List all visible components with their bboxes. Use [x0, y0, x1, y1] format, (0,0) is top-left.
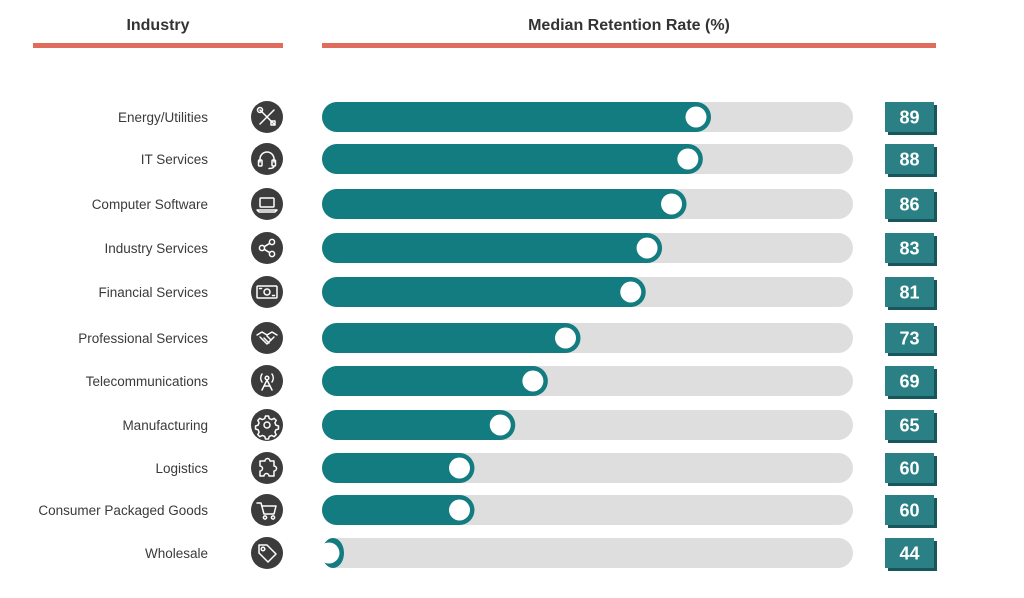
gear-icon — [254, 415, 280, 440]
tag-icon — [258, 544, 277, 563]
industry-label-energy-utilities: Energy/Utilities — [118, 110, 208, 125]
bar-knob-logistics — [448, 457, 470, 479]
bar-knob-wholesale — [318, 542, 340, 564]
icon-circle-logistics — [251, 452, 283, 484]
bar-knob-energy-utilities — [685, 106, 707, 128]
icon-circle-professional-services — [251, 322, 283, 354]
value-label-professional-services: 73 — [899, 329, 919, 349]
value-label-logistics: 60 — [899, 459, 919, 479]
value-box-professional-services — [885, 323, 934, 353]
icon-circle-financial-services — [251, 276, 283, 308]
value-label-manufacturing: 65 — [899, 416, 919, 436]
rate-header-rule — [322, 43, 936, 48]
industry-label-telecommunications: Telecommunications — [86, 374, 209, 389]
bar-fill-manufacturing — [322, 410, 516, 440]
industry-label-computer-software: Computer Software — [92, 197, 208, 212]
bar-knob-computer-software — [661, 193, 683, 215]
icon-circle-manufacturing — [251, 409, 283, 441]
cash-icon — [256, 285, 278, 299]
industry-label-professional-services: Professional Services — [78, 331, 208, 346]
value-box-it-services — [885, 144, 934, 174]
bar-fill-logistics — [322, 453, 475, 483]
bar-fill-energy-utilities — [322, 102, 711, 132]
bar-knob-it-services — [677, 148, 699, 170]
icon-circle-industry-services — [251, 232, 283, 264]
value-box-computer-software — [885, 189, 934, 219]
icon-circle-it-services — [251, 143, 283, 175]
value-box-manufacturing — [885, 410, 934, 440]
handshake-icon — [256, 331, 278, 345]
bar-fill-consumer-packaged-goods — [322, 495, 475, 525]
industry-label-logistics: Logistics — [155, 461, 208, 476]
industry-label-industry-services: Industry Services — [104, 241, 208, 256]
industry-label-wholesale: Wholesale — [145, 546, 208, 561]
icon-circle-computer-software — [251, 188, 283, 220]
bar-fill-it-services — [322, 144, 703, 174]
rate-column-header: Median Retention Rate (%) — [528, 17, 730, 34]
value-label-energy-utilities: 89 — [899, 108, 919, 128]
bar-knob-professional-services — [555, 327, 577, 349]
share-icon — [258, 238, 276, 258]
value-label-wholesale: 44 — [899, 544, 919, 564]
industry-label-financial-services: Financial Services — [98, 285, 208, 300]
value-box-consumer-packaged-goods — [885, 495, 934, 525]
cart-icon — [256, 502, 277, 520]
value-box-wholesale — [885, 538, 934, 568]
industry-label-manufacturing: Manufacturing — [122, 418, 208, 433]
puzzle-icon — [259, 457, 278, 477]
icon-circle-consumer-packaged-goods — [251, 494, 283, 526]
tools-icon — [256, 106, 276, 126]
bar-knob-consumer-packaged-goods — [448, 499, 470, 521]
bar-knob-manufacturing — [489, 414, 511, 436]
value-box-telecommunications — [885, 366, 934, 396]
bar-knob-financial-services — [620, 281, 642, 303]
industry-column-header: Industry — [126, 17, 190, 34]
bar-fill-telecommunications — [322, 366, 548, 396]
bar-knob-industry-services — [636, 237, 658, 259]
value-label-telecommunications: 69 — [899, 372, 919, 392]
bar-fill-computer-software — [322, 189, 687, 219]
value-label-financial-services: 81 — [899, 283, 919, 303]
value-box-industry-services — [885, 233, 934, 263]
value-label-computer-software: 86 — [899, 195, 919, 215]
bar-knob-telecommunications — [522, 370, 544, 392]
value-box-logistics — [885, 453, 934, 483]
headset-icon — [257, 151, 277, 170]
bar-fill-financial-services — [322, 277, 646, 307]
icon-circle-wholesale — [251, 537, 283, 569]
bar-track-wholesale — [322, 538, 853, 568]
industry-header-rule — [33, 43, 283, 48]
laptop-icon — [256, 197, 278, 213]
bar-fill-industry-services — [322, 233, 663, 263]
bar-fill-professional-services — [322, 323, 581, 353]
antenna-icon — [260, 373, 274, 391]
value-box-financial-services — [885, 277, 934, 307]
value-label-consumer-packaged-goods: 60 — [899, 501, 919, 521]
value-label-industry-services: 83 — [899, 239, 919, 259]
value-box-energy-utilities — [885, 102, 934, 132]
value-label-it-services: 88 — [899, 150, 919, 170]
industry-label-it-services: IT Services — [141, 152, 209, 167]
industry-label-consumer-packaged-goods: Consumer Packaged Goods — [38, 503, 208, 518]
